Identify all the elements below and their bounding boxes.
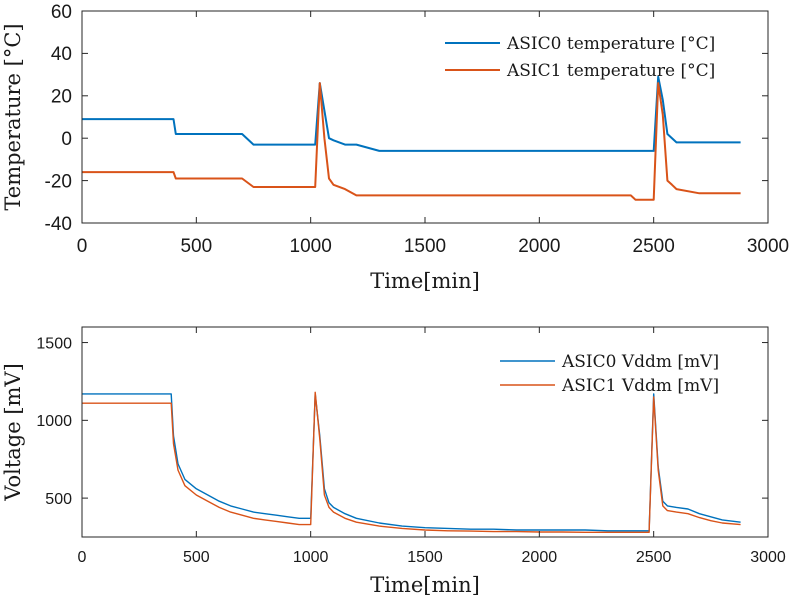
y-tick-label: 1000	[36, 413, 72, 430]
legend-label: ASIC0 temperature [°C]	[506, 34, 715, 54]
x-tick-label: 1000	[290, 236, 332, 257]
x-tick-label: 500	[183, 549, 210, 566]
x-tick-label: 500	[180, 236, 212, 257]
y-tick-label: 0	[61, 129, 72, 150]
legend: ASIC0 temperature [°C] ASIC1 temperature …	[445, 34, 715, 81]
series-line-asic0	[82, 75, 741, 152]
x-tick-label: 2000	[522, 549, 558, 566]
y-tick-label: 500	[45, 491, 72, 508]
y-tick-label: -40	[45, 214, 72, 235]
legend-label: ASIC1 temperature [°C]	[506, 61, 715, 81]
x-tick-label: 1000	[293, 549, 329, 566]
x-tick-label: 0	[77, 236, 88, 257]
x-tick-label: 2500	[633, 236, 675, 257]
x-tick-label: 2000	[518, 236, 560, 257]
legend-label: ASIC0 Vddm [mV]	[561, 352, 719, 372]
x-tick-label: 2500	[636, 549, 672, 566]
x-tick-label: 1500	[407, 549, 443, 566]
x-tick-label: 0	[78, 549, 87, 566]
series-line-asic1	[82, 391, 741, 533]
y-axis-label: Voltage [mV]	[1, 363, 25, 502]
y-tick-label: 20	[51, 87, 72, 108]
x-tick-label: 3000	[750, 549, 786, 566]
series-line-asic1	[82, 82, 741, 201]
y-axis-label: Temperature [°C]	[1, 23, 25, 210]
x-axis-label: Time[min]	[370, 269, 480, 293]
voltage-chart: 0 500 1000 1500 2000 2500 3000 500 1000 1500 Time[…	[1, 326, 786, 597]
y-tick-label: 1500	[36, 335, 72, 352]
x-tick-label: 1500	[404, 236, 446, 257]
y-tick-label: 40	[51, 44, 72, 65]
y-tick-label: 60	[51, 2, 72, 23]
x-tick-label: 3000	[747, 236, 789, 257]
legend: ASIC0 Vddm [mV] ASIC1 Vddm [mV]	[500, 352, 719, 396]
legend-label: ASIC1 Vddm [mV]	[561, 376, 719, 396]
temperature-chart: 0 500 1000 1500 2000 2500 3000 -40 -20 0 20 40 60 Tim…	[1, 2, 789, 293]
y-tick-label: -20	[45, 171, 72, 192]
x-axis-label: Time[min]	[370, 573, 480, 597]
